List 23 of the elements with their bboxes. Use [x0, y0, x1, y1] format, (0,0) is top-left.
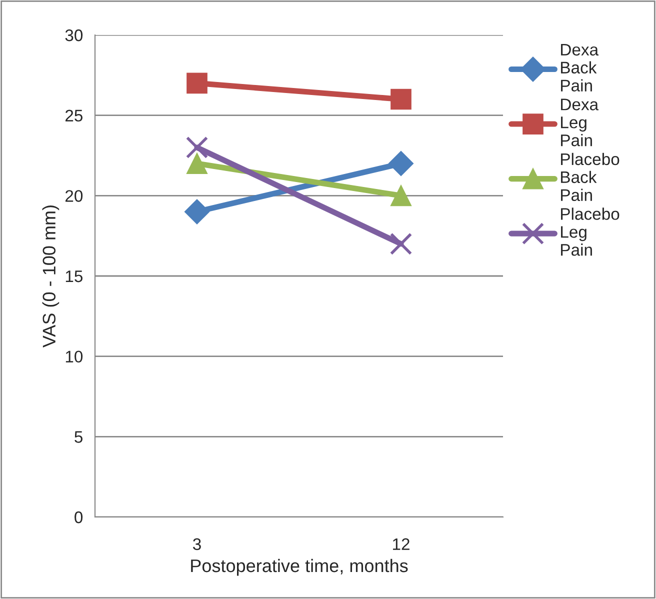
y-tick-label: 15: [66, 270, 82, 282]
y-tick-label: 5: [74, 431, 82, 443]
y-tick-label: 30: [65, 29, 83, 42]
point: [390, 232, 412, 255]
legend-label: Placebo Leg Pain: [561, 208, 620, 256]
legend-label: Placebo Back Pain: [561, 152, 620, 202]
y-axis-title: VAS (0 - 100 mm): [42, 206, 60, 348]
y-tick-label: 25: [65, 110, 82, 122]
x-axis-title: Postoperative time, months: [191, 558, 408, 576]
x-tick-label: 12: [393, 538, 410, 550]
y-tick-label: 20: [65, 190, 83, 202]
point: [390, 88, 412, 110]
point: [388, 151, 414, 176]
point: [186, 136, 208, 159]
point: [186, 153, 208, 174]
y-tick-label: 0: [74, 511, 83, 524]
point: [186, 72, 208, 94]
legend-label: Dexa Back Pain: [561, 44, 599, 92]
y-tick-label: 10: [66, 350, 83, 363]
x-tick-label: 3: [193, 538, 201, 550]
legend-label: Dexa Leg Pain: [561, 98, 599, 146]
point: [390, 185, 412, 206]
point: [184, 199, 210, 224]
